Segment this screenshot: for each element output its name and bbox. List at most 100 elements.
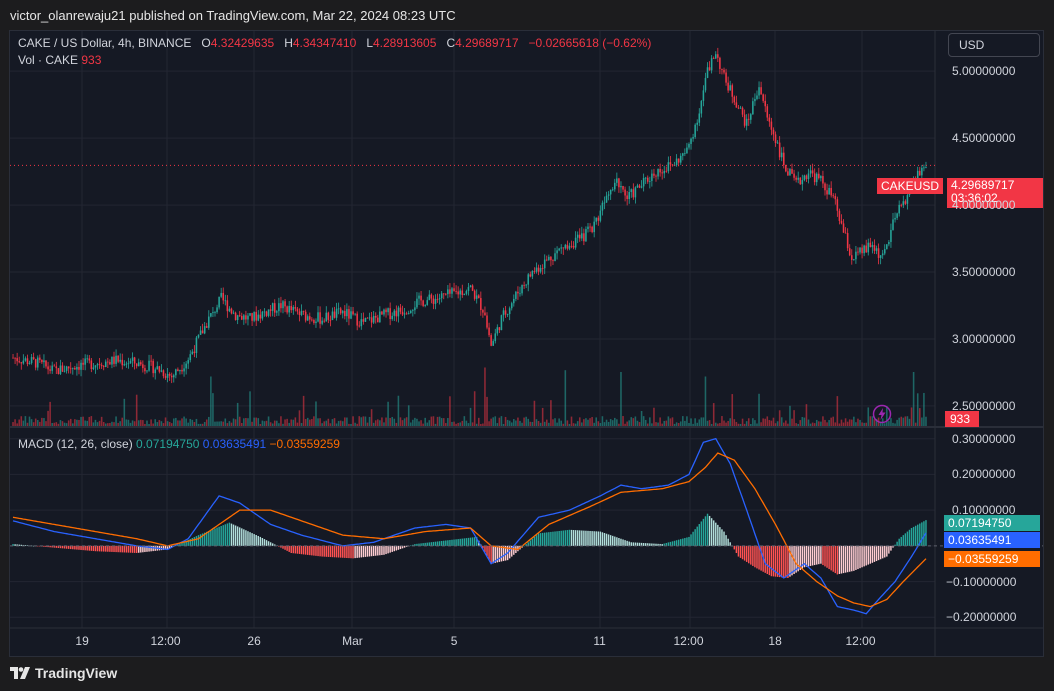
macd-histogram-bar	[350, 545, 352, 559]
candle-body	[733, 96, 736, 103]
volume-bar	[593, 422, 595, 426]
volume-bar	[799, 420, 802, 426]
high-value: 4.34347410	[292, 36, 357, 50]
macd-histogram-bar	[603, 533, 606, 546]
candle-body	[119, 359, 121, 362]
volume-bar	[733, 419, 736, 426]
candle-body	[115, 355, 117, 364]
price-axis-label: 3.00000000	[952, 331, 1016, 346]
volume-bar	[578, 417, 581, 426]
volume-bar	[368, 416, 371, 426]
candle-body	[203, 326, 206, 334]
volume-bar	[418, 421, 420, 426]
macd-histogram-bar	[286, 545, 288, 551]
volume-bar	[562, 423, 565, 426]
volume-bar	[886, 406, 888, 426]
candle-body	[692, 137, 694, 139]
candle-body	[745, 118, 748, 126]
volume-bar	[597, 421, 600, 426]
chart-area[interactable]: CAKE / US Dollar, 4h, BINANCE O4.3242963…	[9, 30, 1044, 657]
macd-histogram-bar	[488, 545, 490, 560]
candle-body	[712, 58, 715, 60]
candle-body	[354, 313, 356, 315]
candle-body	[125, 363, 128, 365]
macd-histogram-bar	[255, 535, 257, 546]
macd-histogram-bar	[331, 545, 334, 558]
volume-bar	[618, 423, 620, 426]
candle-body	[53, 365, 56, 367]
candle-body	[366, 317, 369, 319]
macd-histogram-bar	[663, 543, 665, 546]
candle-body	[288, 305, 290, 313]
candle-body	[459, 290, 462, 295]
candle-body	[475, 295, 478, 299]
candle-body	[564, 244, 567, 249]
candle-body	[350, 311, 352, 319]
volume-bar	[123, 398, 126, 426]
volume-bar	[663, 420, 666, 426]
candle-body	[506, 314, 509, 315]
time-axis-label: 26	[247, 634, 261, 648]
candle-body	[261, 311, 264, 319]
last-price-tag: 4.29689717 03:36:02	[947, 178, 1043, 208]
candle-body	[158, 366, 161, 372]
price-axis-label: 2.50000000	[952, 398, 1016, 413]
volume-bar	[638, 422, 641, 426]
tradingview-logo[interactable]: TradingView	[10, 665, 117, 681]
macd-histogram-bar	[632, 542, 635, 546]
macd-histogram-bar	[659, 543, 661, 546]
candle-body	[210, 313, 212, 317]
volume-bar	[682, 416, 684, 426]
volume-bar	[333, 418, 336, 426]
macd-histogram-bar	[26, 545, 29, 546]
volume-bar	[341, 421, 344, 426]
chart-canvas[interactable]	[10, 31, 1044, 657]
volume-bar	[265, 420, 268, 426]
volume-bar	[477, 417, 480, 426]
volume-bar	[846, 421, 849, 426]
candle-body	[14, 357, 16, 359]
candle-body	[801, 180, 804, 185]
volume-bar	[859, 419, 861, 426]
candle-body	[276, 311, 278, 313]
candle-body	[59, 365, 62, 375]
volume-bar	[331, 419, 334, 426]
macd-histogram-bar	[826, 545, 828, 568]
macd-histogram-bar	[671, 541, 674, 546]
candle-body	[902, 201, 905, 206]
macd-histogram-bar	[92, 545, 95, 552]
volume-bar	[791, 418, 793, 426]
volume-bar	[267, 416, 270, 426]
currency-button[interactable]: USD	[948, 33, 1040, 57]
macd-histogram-bar	[894, 544, 896, 546]
candle-body	[61, 365, 64, 372]
candle-body	[576, 234, 579, 238]
candle-body	[809, 170, 812, 174]
macd-histogram-bar	[356, 545, 358, 558]
macd-histogram-bar	[525, 544, 527, 546]
candle-body	[259, 314, 262, 319]
candle-body	[302, 310, 305, 312]
volume-bar	[409, 422, 412, 426]
macd-histogram-bar	[721, 529, 723, 546]
macd-histogram-bar	[24, 545, 27, 546]
macd-histogram-bar	[741, 545, 744, 560]
macd-histogram-bar	[614, 536, 616, 546]
volume-bar	[337, 420, 340, 426]
candle-body	[395, 310, 398, 317]
macd-histogram-bar	[214, 528, 216, 546]
candle-body	[41, 359, 43, 363]
candle-body	[76, 366, 78, 370]
tradingview-logo-icon	[10, 667, 30, 679]
macd-histogram-bar	[686, 537, 688, 546]
flash-icon[interactable]	[872, 404, 892, 424]
volume-bar	[828, 420, 830, 426]
candle-body	[669, 162, 672, 165]
candle-body	[828, 187, 830, 195]
volume-bar	[558, 418, 560, 426]
candle-body	[117, 355, 119, 362]
candle-body	[420, 295, 422, 301]
candle-body	[228, 308, 231, 312]
footer: TradingView	[0, 657, 1054, 691]
volume-bar	[772, 417, 775, 426]
